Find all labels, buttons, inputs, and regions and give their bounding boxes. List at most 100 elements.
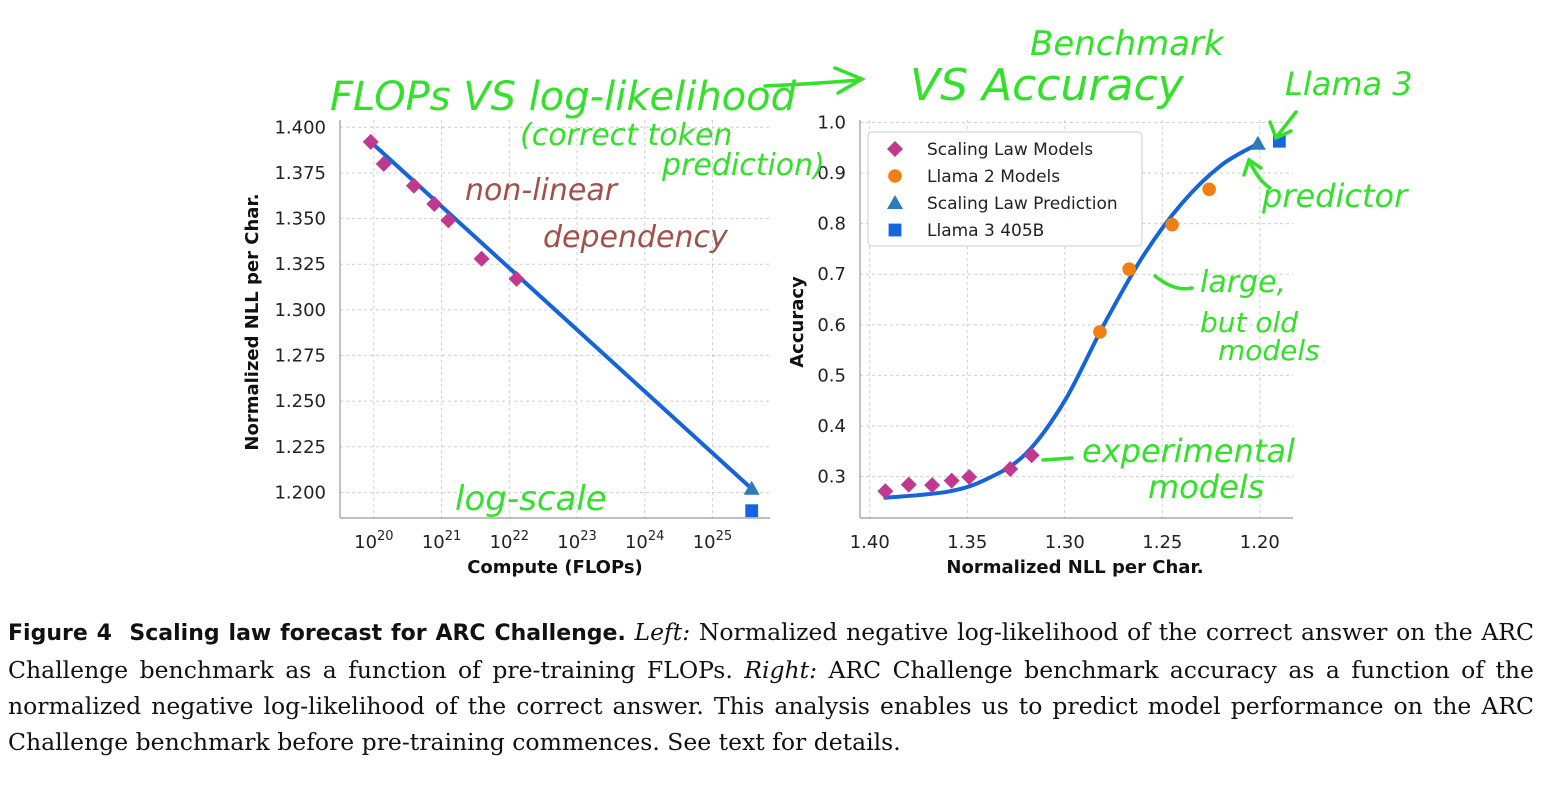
left-y-tick-label: 1.350: [274, 209, 326, 230]
caption-right-label: Right:: [744, 656, 818, 684]
annotation-flops-vs-loglikelihood: FLOPs VS log-likelihood: [330, 74, 797, 120]
annotation-vs-accuracy: VS Accuracy: [910, 60, 1185, 111]
scaling-law-models-point: [508, 270, 525, 287]
caption-figure-title: Scaling law forecast for ARC Challenge.: [129, 621, 626, 646]
annotation-models-exp: models: [1148, 468, 1264, 506]
legend-label-scaling-law-prediction: Scaling Law Prediction: [927, 194, 1118, 214]
caption-right-text: ARC Challenge benchmark accuracy as a fu…: [8, 656, 1534, 756]
right-y-axis-label: Accuracy: [787, 276, 808, 368]
left-x-tick-label: 1023: [557, 529, 596, 553]
scaling-law-models-point: [1002, 460, 1019, 477]
annotation-experimental: experimental: [1082, 432, 1295, 470]
llama-2-models-point: [1202, 182, 1216, 197]
scaling-law-models-point: [961, 469, 978, 486]
right-y-tick-label: 0.4: [817, 416, 846, 437]
scaling-law-models-point: [362, 133, 379, 150]
right-data-points: [877, 134, 1286, 500]
legend-marker-llama-2-models: [888, 169, 902, 183]
left-y-tick-label: 1.400: [274, 117, 326, 138]
legend-marker-llama-3-405b: [888, 223, 902, 237]
right-y-tick-label: 0.9: [817, 163, 846, 184]
annotation-dependency: dependency: [543, 220, 729, 255]
scaling-law-models-point: [440, 212, 457, 229]
caption-figure-label: Figure 4: [8, 621, 112, 646]
right-x-tick-label: 1.40: [850, 532, 890, 553]
llama-3-405b-point: [745, 504, 759, 518]
left-x-tick-label: 1020: [354, 529, 393, 553]
annotation-benchmark: Benchmark: [1030, 24, 1225, 64]
left-chart: 1020 1021 1022 1023 1024 1025 1.400 1.375 1.350 1…: [242, 117, 770, 578]
scaling-law-models-point: [426, 195, 443, 212]
annotation-models-large: models: [1218, 334, 1320, 367]
caption-left-text: Normalized negative log-likelihood of th…: [8, 618, 1534, 684]
left-grid: [340, 120, 770, 518]
figure-caption: Figure 4 Scaling law forecast for ARC Ch…: [8, 614, 1534, 760]
left-x-tick-label: 1025: [693, 529, 732, 553]
scaling-law-models-point: [473, 250, 490, 267]
pointer-large-models: [1153, 274, 1194, 291]
left-axes: [339, 120, 770, 519]
left-y-tick-label: 1.250: [274, 391, 326, 412]
left-data-points: [362, 133, 760, 518]
annotation-prediction: prediction): [661, 148, 825, 183]
right-y-tick-label: 0.5: [817, 365, 846, 386]
right-x-tick-label: 1.20: [1240, 532, 1280, 553]
right-fit-curve-path: [883, 141, 1260, 500]
annotation-non-linear: non-linear: [465, 173, 619, 208]
left-x-axis-label: Compute (FLOPs): [467, 557, 643, 578]
arrow-to-llama3: [1268, 110, 1298, 141]
pointer-experimental: [1041, 456, 1074, 462]
scaling-law-prediction-point: [1249, 135, 1266, 150]
left-x-tick-label: 1024: [625, 529, 664, 553]
legend-marker-scaling-law-prediction: [887, 195, 903, 209]
left-x-tick-label: 1022: [490, 529, 529, 553]
left-x-tick-label: 1021: [422, 529, 461, 553]
llama-2-models-point: [1165, 217, 1179, 232]
left-y-tick-label: 1.325: [274, 254, 326, 275]
annotation-correct-token: (correct token: [520, 118, 732, 153]
right-fit-curve: [883, 141, 1260, 500]
right-x-axis-label: Normalized NLL per Char.: [946, 557, 1203, 578]
legend-label-scaling-law-models: Scaling Law Models: [927, 140, 1093, 160]
right-x-tick-label: 1.35: [947, 532, 987, 553]
right-y-tick-label: 0.6: [817, 315, 846, 336]
annotation-llama3: Llama 3: [1285, 65, 1413, 103]
legend-label-llama-3-405b: Llama 3 405B: [927, 221, 1044, 241]
left-y-tick-label: 1.200: [274, 482, 326, 503]
scaling-law-models-point: [877, 483, 894, 500]
scaling-law-prediction-point: [743, 480, 760, 495]
scaling-law-models-point: [943, 472, 960, 489]
figure-panels: 1020 1021 1022 1023 1024 1025 1.400 1.375 1.350 1…: [242, 24, 1413, 578]
llama-2-models-point: [1122, 262, 1136, 276]
annotation-log-scale: log-scale: [455, 479, 607, 519]
right-y-tick-label: 0.7: [817, 264, 846, 285]
handwritten-annotations: FLOPs VS log-likelihood Benchmark VS Acc…: [330, 24, 1413, 519]
annotation-large: large,: [1200, 265, 1286, 300]
llama-2-models-point: [1093, 325, 1107, 339]
left-y-tick-label: 1.225: [274, 437, 326, 458]
left-y-tick-label: 1.300: [274, 300, 326, 321]
right-x-tick-label: 1.30: [1045, 532, 1085, 553]
annotation-predictor: predictor: [1261, 177, 1409, 215]
scaling-law-models-point: [924, 477, 941, 494]
scaling-law-models-point: [1023, 447, 1040, 464]
right-axes: [859, 120, 1293, 519]
right-x-tick-label: 1.25: [1142, 532, 1182, 553]
scaling-law-models-point: [900, 476, 917, 493]
arrow-to-prediction: [1242, 157, 1272, 190]
right-chart: 1.40 1.35 1.30 1.25 1.20 0.3 0.4 0.5 0.6 0.7 0.8 0.…: [787, 113, 1293, 578]
left-y-tick-label: 1.275: [274, 346, 326, 367]
legend-box: [867, 131, 1143, 247]
arrow-to-accuracy: [763, 66, 866, 95]
scaling-law-models-point: [405, 177, 422, 194]
caption-left-label: Left:: [634, 618, 691, 646]
legend-marker-scaling-law-models: [887, 141, 903, 157]
right-y-tick-label: 0.8: [817, 214, 846, 235]
legend-label-llama-2-models: Llama 2 Models: [927, 167, 1060, 187]
left-tick-labels: 1020 1021 1022 1023 1024 1025 1.400 1.375 1.350 1…: [274, 117, 732, 553]
annotation-but-old: but old: [1200, 306, 1298, 339]
right-y-tick-label: 0.3: [817, 467, 846, 488]
right-tick-labels: 1.40 1.35 1.30 1.25 1.20 0.3 0.4 0.5 0.6 0.7 0.8 0.…: [817, 113, 1280, 553]
scaling-law-models-point: [375, 155, 392, 172]
left-y-tick-label: 1.375: [274, 163, 326, 184]
